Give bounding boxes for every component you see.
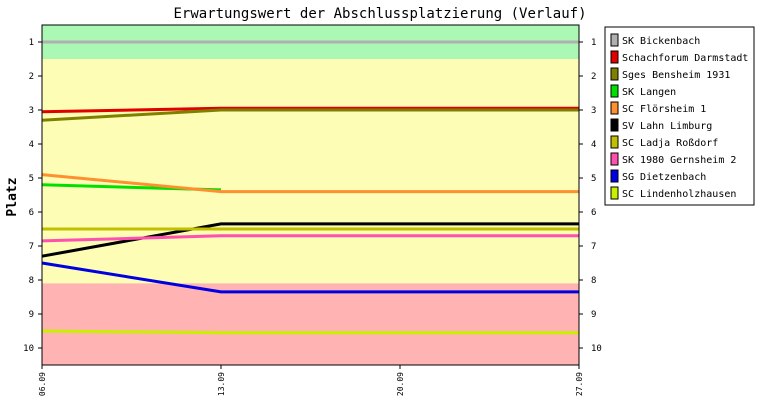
x-tick-label: 20.09 [396, 372, 405, 396]
band-2 [42, 283, 579, 365]
legend-swatch-2 [610, 67, 619, 81]
series-line-7 [41, 234, 579, 243]
y-tick-label-right: 3 [591, 106, 596, 116]
legend-swatch-4 [610, 101, 619, 115]
y-tick-label-left: 8 [29, 276, 34, 286]
y-tick-label-right: 2 [591, 72, 596, 82]
x-tick-label: 13.09 [217, 372, 226, 396]
y-tick-label-right: 1 [591, 38, 596, 48]
y-tick-label-right: 10 [591, 344, 602, 354]
series-line-1 [41, 106, 579, 114]
y-tick-label-right: 4 [591, 140, 596, 150]
legend-label-4: SC Flörsheim 1 [622, 104, 706, 115]
series-lines [41, 40, 579, 335]
legend-swatch-3 [610, 84, 619, 98]
series-line-8 [41, 261, 579, 294]
series-line-2 [41, 108, 579, 122]
legend-label-8: SG Dietzenbach [622, 172, 706, 183]
legend-swatch-6 [610, 135, 619, 149]
series-line-9 [41, 329, 579, 335]
y-ticks-right: 1 2 3 4 5 6 7 8 9 10 [579, 38, 602, 354]
legend-swatch-7 [610, 152, 619, 166]
y-tick-label-left: 9 [29, 310, 34, 320]
series-line-5 [41, 222, 579, 258]
y-tick-label-left: 5 [29, 174, 34, 184]
band-1 [42, 59, 579, 284]
legend-label-1: Schachforum Darmstadt [622, 53, 748, 64]
legend-label-2: Sges Bensheim 1931 [622, 70, 730, 81]
x-tick-label: 06.09 [38, 372, 47, 396]
chart-title: Erwartungswert der Abschlussplatzierung … [173, 6, 586, 22]
legend-label-0: SK Bickenbach [622, 36, 700, 47]
legend-box [604, 26, 755, 206]
y-axis-label: Platz [5, 177, 20, 216]
y-tick-label-left: 3 [29, 106, 34, 116]
legend-label-5: SV Lahn Limburg [622, 121, 712, 132]
legend-label-6: SC Ladja Roßdorf [622, 138, 718, 149]
plot-frame [41, 24, 580, 366]
y-tick-label-right: 6 [591, 208, 596, 218]
y-tick-label-left: 4 [29, 140, 34, 150]
y-tick-label-left: 6 [29, 208, 34, 218]
legend-label-9: SC Lindenholzhausen [622, 189, 736, 200]
y-tick-label-left: 7 [29, 242, 34, 252]
legend-swatch-5 [610, 118, 619, 132]
x-tick-label: 27.09 [575, 372, 584, 396]
series-line-4 [41, 173, 579, 194]
legend-swatch-0 [610, 33, 619, 47]
y-tick-label-right: 9 [591, 310, 596, 320]
legend-swatch-1 [610, 50, 619, 64]
y-tick-label-right: 5 [591, 174, 596, 184]
y-tick-label-right: 8 [591, 276, 596, 286]
y-ticks-left: 1 2 3 4 5 6 7 8 9 10 [23, 38, 42, 354]
legend-swatch-8 [610, 169, 619, 183]
y-tick-label-left: 10 [23, 344, 34, 354]
y-tick-label-right: 7 [591, 242, 596, 252]
plot-bands [42, 25, 579, 365]
y-tick-label-left: 1 [29, 38, 34, 48]
legend: SK Bickenbach Schachforum Darmstadt Sges B… [604, 26, 755, 206]
legend-swatch-9 [610, 186, 619, 200]
legend-label-3: SK Langen [622, 87, 676, 98]
y-tick-label-left: 2 [29, 72, 34, 82]
legend-label-7: SK 1980 Gernsheim 2 [622, 155, 736, 166]
x-ticks: 06.09 13.09 20.09 27.09 [38, 365, 584, 396]
